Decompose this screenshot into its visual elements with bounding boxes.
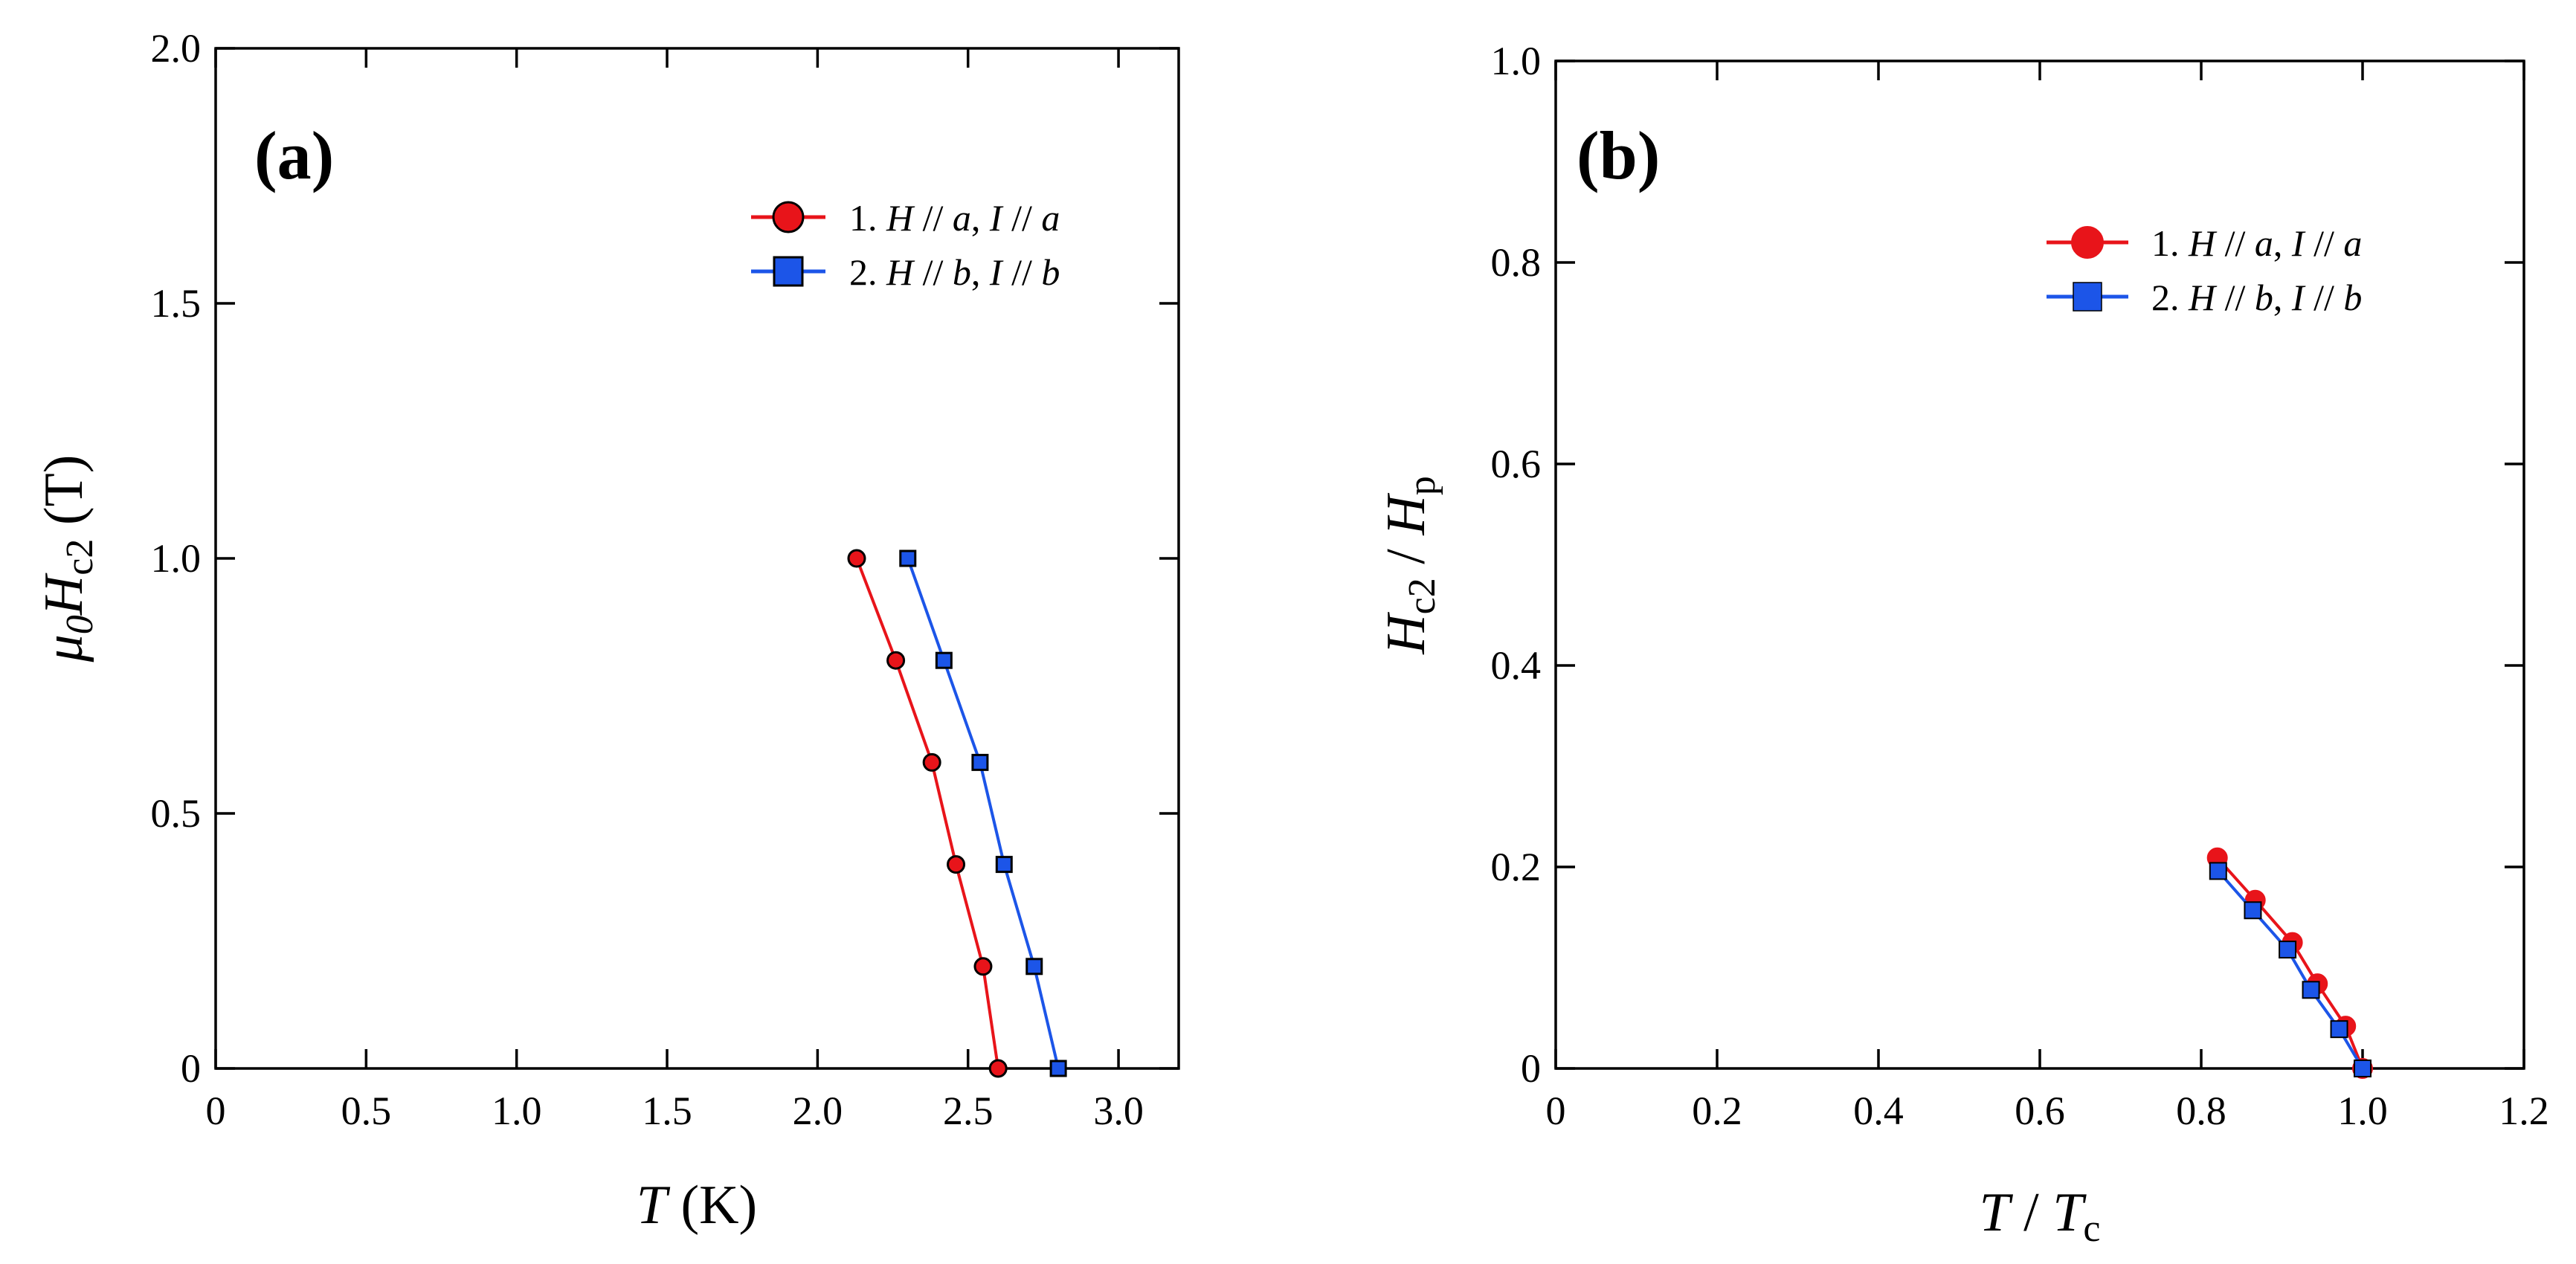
panel-label-b: (b)	[1577, 117, 1660, 193]
y-tick-label: 1.5	[151, 281, 202, 326]
panel-label-a: (a)	[254, 117, 334, 193]
y-axis-title-b: Hc2 / Hp	[1376, 476, 1443, 655]
x-tick-labels-b: 0 0.2 0.4 0.6 0.8 1.0 1.2	[1546, 1089, 2549, 1133]
y-tick-label: 0.4	[1491, 643, 1542, 688]
y-axis-title-a: μ0Hc2 (T)	[33, 455, 101, 663]
legend-a-label-2: 2. H // b, I // b	[849, 251, 1060, 293]
y-tick-label: 2.0	[151, 26, 202, 71]
x-tick-label: 0.6	[2015, 1089, 2065, 1133]
data-point-b-2	[2279, 941, 2297, 959]
y-tick-label: 0.2	[1491, 845, 1542, 889]
x-tick-label: 1.5	[642, 1089, 692, 1133]
data-point-a-2	[971, 753, 989, 771]
x-tick-label: 1.2	[2499, 1089, 2549, 1133]
data-point-a-1	[988, 1059, 1008, 1078]
data-point-a-1	[973, 957, 993, 976]
x-tick-label: 0	[206, 1089, 226, 1133]
legend-b-marker-1	[2071, 226, 2104, 259]
x-axis-title-b-mid: /	[2010, 1182, 2053, 1243]
x-axis-title-b-var2: T	[2052, 1182, 2087, 1243]
y-axis-title-b-var2-sub: p	[1401, 476, 1443, 495]
x-axis-title-b-var2-sub: c	[2083, 1207, 2100, 1250]
data-point-a-1	[947, 855, 966, 874]
x-axis-title-a-var: T	[637, 1175, 671, 1236]
data-point-a-1	[886, 651, 906, 670]
series-line-b-2	[2217, 870, 2364, 1070]
x-tick-labels-a: 0 0.5 1.0 1.5 2.0 2.5 3.0	[206, 1089, 1144, 1133]
tick-marks-a	[214, 47, 1179, 1070]
tick-marks-b	[1554, 59, 2525, 1070]
y-axis-title-a-var-sub: c2	[59, 539, 101, 575]
y-axis-title-a-mu-sub: 0	[59, 615, 101, 634]
y-tick-label: 0.5	[151, 791, 202, 836]
legend-b: 1. H // a, I // a 2. H // b, I // b	[2047, 222, 2362, 318]
data-point-a-2	[1025, 958, 1043, 976]
data-point-a-1	[922, 752, 941, 772]
series-line-a-2	[906, 558, 1060, 1069]
y-tick-labels-a: 0 0.5 1.0 1.5 2.0	[151, 26, 202, 1091]
y-axis-title-a-mu: μ	[33, 634, 94, 662]
x-axis-title-b-var: T	[1980, 1182, 2014, 1243]
data-point-b-2	[2354, 1060, 2371, 1077]
plot-frame-b	[1554, 59, 2525, 1070]
x-tick-label: 1.0	[492, 1089, 542, 1133]
x-tick-label: 3.0	[1093, 1089, 1144, 1133]
y-axis-title-b-var2: H	[1376, 493, 1437, 536]
legend-a: 1. H // a, I // a 2. H // b, I // b	[751, 197, 1060, 293]
series-group-a	[847, 549, 1067, 1078]
x-tick-label: 1.0	[2337, 1089, 2388, 1133]
x-tick-label: 0.2	[1692, 1089, 1742, 1133]
series-line-a-1	[855, 558, 1000, 1069]
y-axis-title-a-var: H	[33, 573, 94, 616]
data-point-a-2	[1049, 1060, 1067, 1077]
x-tick-label: 0.5	[341, 1089, 392, 1133]
y-tick-labels-b: 0 0.2 0.4 0.6 0.8 1.0	[1491, 39, 1542, 1091]
legend-b-entry-2: 2. H // b, I // b	[2047, 277, 2362, 318]
y-tick-label: 0.8	[1491, 240, 1542, 285]
legend-b-marker-2	[2073, 282, 2102, 312]
data-point-b-2	[2209, 862, 2227, 880]
chart-panel-b: 0 0.2 0.4 0.6 0.8 1.0 1.2 0 0.2 0.4 0.6 0.8 1.0 (b)…	[1376, 39, 2549, 1250]
chart-panel-a: 0 0.5 1.0 1.5 2.0 2.5 3.0 0 0.5 1.0 1.5 2.0 (a) T …	[33, 26, 1180, 1236]
legend-a-entry-2: 2. H // b, I // b	[751, 251, 1060, 293]
data-point-a-1	[847, 549, 866, 568]
x-tick-label: 0.8	[2176, 1089, 2226, 1133]
data-point-a-2	[995, 856, 1013, 874]
legend-b-entry-1: 1. H // a, I // a	[2047, 222, 2362, 264]
x-axis-title-b: T / Tc	[1980, 1182, 2101, 1250]
data-point-b-2	[2302, 981, 2320, 999]
data-point-a-2	[899, 549, 917, 567]
x-tick-label: 0.4	[1853, 1089, 1904, 1133]
x-axis-title-a: T (K)	[637, 1175, 757, 1236]
legend-b-label-1: 1. H // a, I // a	[2151, 222, 2362, 264]
legend-b-label-2: 2. H // b, I // b	[2151, 277, 2362, 318]
series-group-b	[2206, 847, 2373, 1079]
y-tick-label: 0.6	[1491, 442, 1542, 486]
y-axis-title-b-var-sub: c2	[1401, 578, 1443, 614]
y-axis-title-b-mid: /	[1376, 535, 1437, 578]
x-axis-title-a-unit: (K)	[667, 1175, 757, 1236]
legend-a-entry-1: 1. H // a, I // a	[751, 197, 1060, 239]
y-axis-title-b-var: H	[1376, 612, 1437, 655]
legend-a-label-1: 1. H // a, I // a	[849, 197, 1060, 239]
y-tick-label: 0	[181, 1046, 201, 1091]
x-tick-label: 0	[1546, 1089, 1566, 1133]
y-tick-label: 0	[1521, 1046, 1541, 1091]
data-point-a-2	[935, 651, 953, 669]
x-tick-label: 2.0	[793, 1089, 843, 1133]
legend-a-marker-2	[773, 256, 804, 287]
data-point-b-2	[2330, 1020, 2348, 1039]
y-axis-title-a-unit: (T)	[33, 455, 94, 539]
data-point-b-2	[2244, 901, 2262, 920]
legend-a-marker-1	[772, 201, 805, 233]
y-tick-label: 1.0	[151, 536, 202, 581]
y-tick-label: 1.0	[1491, 39, 1542, 83]
x-tick-label: 2.5	[943, 1089, 994, 1133]
